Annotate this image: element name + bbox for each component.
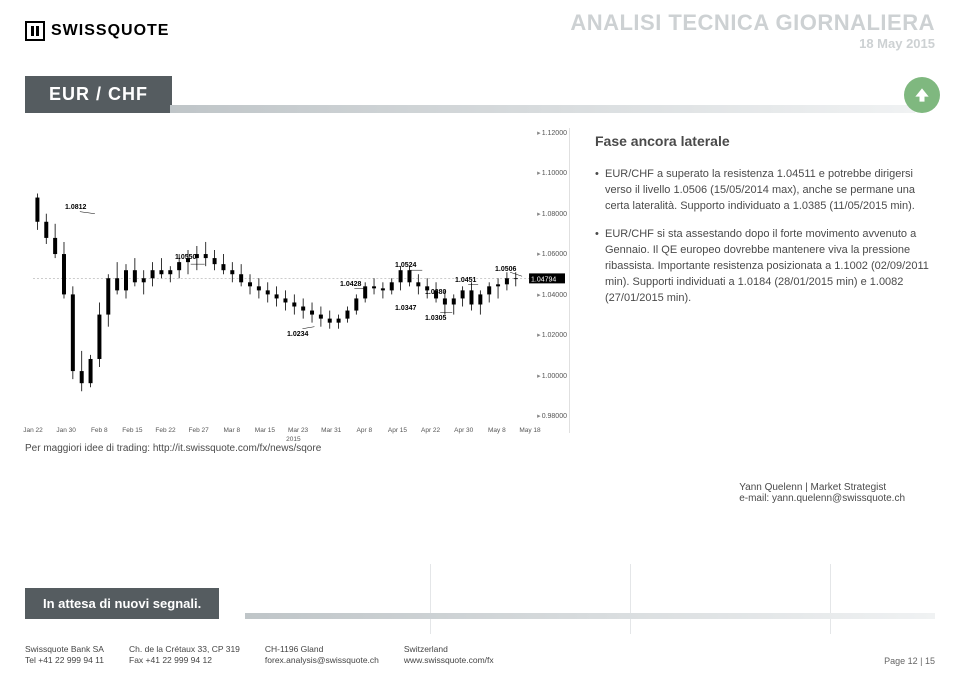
footer-col-3: CH-1196 Gland forex.analysis@swissquote.… [265,644,379,666]
status-label: In attesa di nuovi segnali. [25,588,219,619]
link-line: Per maggiori idee di trading: http://it.… [25,443,935,454]
x-tick: May 8 [488,427,506,434]
footer-col-1: Swissquote Bank SA Tel +41 22 999 94 11 [25,644,104,666]
price-label: 1.0524 [395,262,416,269]
pair-label: EUR / CHF [25,76,172,113]
pair-bar: EUR / CHF [25,76,935,113]
y-tick: 1.08000 [537,210,567,218]
x-tick: Mar 23 [288,427,308,434]
price-label: 1.0550 [175,254,196,261]
status-gradient [245,613,935,619]
x-tick: Feb 22 [155,427,175,434]
author-block: Yann Quelenn | Market Strategist e-mail:… [739,482,905,504]
y-tick: 0.98000 [537,412,567,420]
company-name: Swissquote Bank SA [25,644,104,655]
y-tick: 1.06000 [537,250,567,258]
author-name: Yann Quelenn | Market Strategist [739,482,905,493]
company-web: www.swissquote.com/fx [404,655,494,666]
footer-col-2: Ch. de la Crétaux 33, CP 319 Fax +41 22 … [129,644,240,666]
company-fax: Fax +41 22 999 94 12 [129,655,240,666]
price-label: 1.0428 [340,281,361,288]
x-tick: Apr 22 [421,427,440,434]
x-tick: Mar 15 [255,427,275,434]
analysis-title: Fase ancora laterale [595,133,930,149]
x-tick: Jan 22 [23,427,43,434]
price-label: 1.0506 [495,266,516,273]
page: SWISSQUOTE ANALISI TECNICA GIORNALIERA 1… [0,0,960,674]
x-tick: Feb 8 [91,427,108,434]
price-label: 1.0234 [287,331,308,338]
x-tick: Apr 15 [388,427,407,434]
x-tick: May 18 [519,427,540,434]
trend-up-icon [904,77,940,113]
price-chart: 1.04794 [25,128,569,432]
x-tick: Apr 8 [357,427,373,434]
x-tick: Feb 27 [189,427,209,434]
company-country: Switzerland [404,644,494,655]
chart-pane: 1.04794 1.12000 1.10000 1.08000 1.06000 1.04… [25,128,570,433]
x-tick: Mar 8 [223,427,240,434]
logo: SWISSQUOTE [25,10,169,51]
report-date: 18 May 2015 [570,36,935,51]
price-label: 1.0347 [395,305,416,312]
y-tick: 1.10000 [537,169,567,177]
logo-icon [25,21,45,41]
price-label: 1.0380 [425,289,446,296]
analysis-bullet-1: EUR/CHF a superato la resistenza 1.04511… [595,167,930,215]
page-number: Page 12 | 15 [884,656,935,666]
x-tick: Mar 31 [321,427,341,434]
y-tick: 1.02000 [537,331,567,339]
report-title: ANALISI TECNICA GIORNALIERA [570,10,935,36]
footer: Swissquote Bank SA Tel +41 22 999 94 11 … [25,644,935,666]
company-tel: Tel +41 22 999 94 11 [25,655,104,666]
company-email: forex.analysis@swissquote.ch [265,655,379,666]
x-tick: Jan 30 [56,427,76,434]
status-bar: In attesa di nuovi segnali. [25,588,935,619]
chart-year: 2015 [286,436,300,443]
y-tick: 1.04000 [537,291,567,299]
x-tick: Feb 15 [122,427,142,434]
pair-gradient [170,105,915,113]
y-tick: 1.00000 [537,372,567,380]
price-label: 1.0305 [425,315,446,322]
x-tick: Apr 30 [454,427,473,434]
price-label: 1.0812 [65,204,86,211]
company-city: CH-1196 Gland [265,644,379,655]
analysis-pane: Fase ancora laterale EUR/CHF a superato … [580,128,935,433]
header: SWISSQUOTE ANALISI TECNICA GIORNALIERA 1… [0,0,960,56]
company-addr: Ch. de la Crétaux 33, CP 319 [129,644,240,655]
svg-text:1.04794: 1.04794 [531,276,556,283]
footer-col-4: Switzerland www.swissquote.com/fx [404,644,494,666]
title-block: ANALISI TECNICA GIORNALIERA 18 May 2015 [570,10,935,51]
price-label: 1.0451 [455,277,476,284]
y-tick: 1.12000 [537,129,567,137]
brand-name: SWISSQUOTE [51,22,169,40]
content: 1.04794 1.12000 1.10000 1.08000 1.06000 1.04… [25,128,935,433]
author-email: e-mail: yann.quelenn@swissquote.ch [739,493,905,504]
analysis-bullet-2: EUR/CHF si sta assestando dopo il forte … [595,227,930,307]
